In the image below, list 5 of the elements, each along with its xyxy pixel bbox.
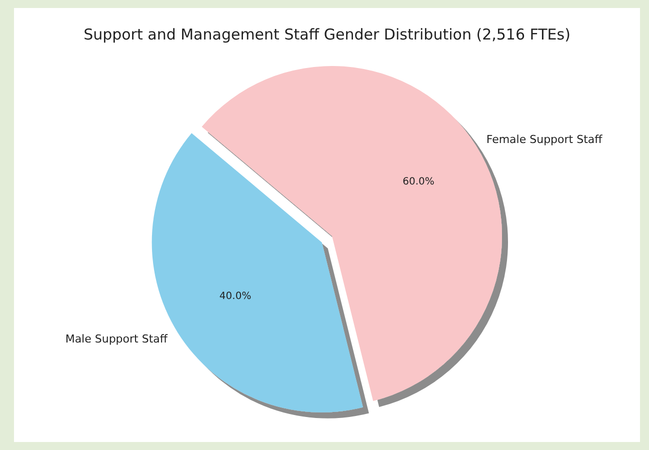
slice-label: Male Support Staff: [65, 332, 168, 346]
chart-title: Support and Management Staff Gender Distribution (2,516 FTEs): [84, 26, 570, 44]
slice-label: Female Support Staff: [486, 133, 603, 146]
data-label: 40.0%: [219, 290, 252, 302]
data-label: 60.0%: [402, 176, 434, 188]
